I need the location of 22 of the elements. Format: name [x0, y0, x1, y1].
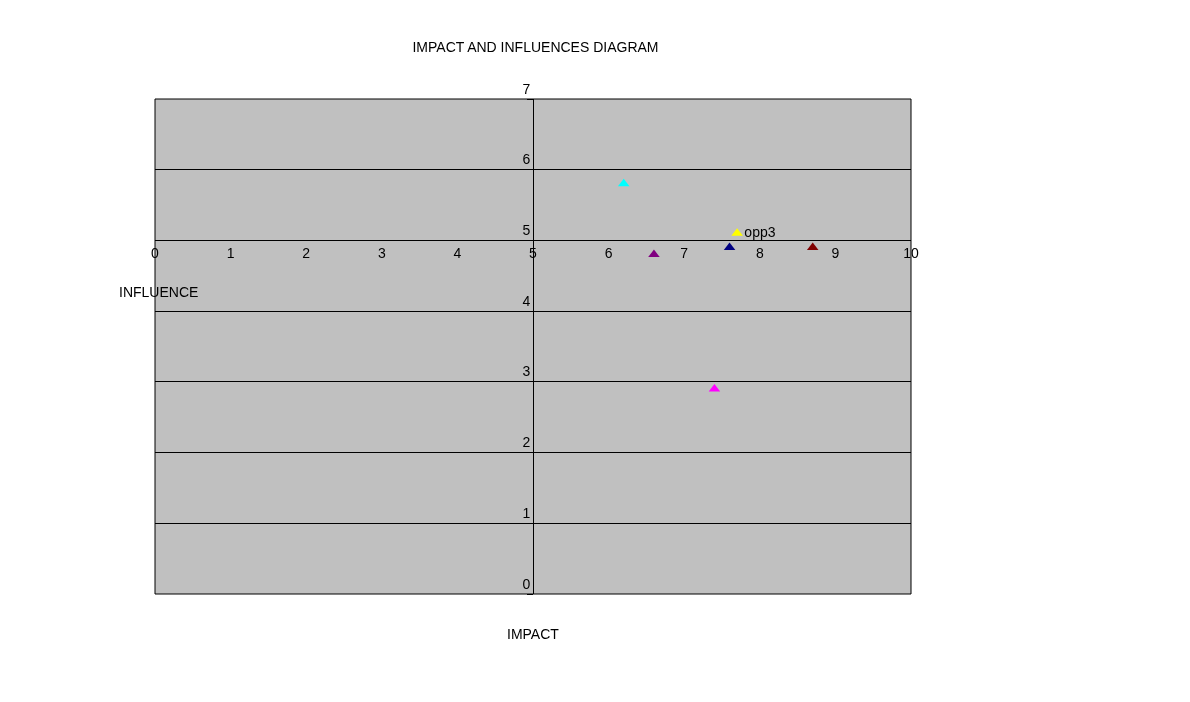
y-tick-label: 6	[522, 151, 531, 168]
y-tick-label: 4	[522, 292, 531, 309]
x-tick-label: 0	[151, 245, 160, 262]
y-tick-label: 7	[522, 80, 531, 97]
x-tick-label: 7	[680, 245, 689, 262]
y-axis-title: INFLUENCE	[119, 284, 199, 300]
series-label: opp3	[744, 223, 776, 240]
chart-title: IMPACT AND INFLUENCES DIAGRAM	[412, 38, 659, 55]
x-tick-label: 2	[302, 245, 311, 262]
y-tick-label: 5	[522, 222, 531, 239]
x-tick-label: 1	[226, 245, 235, 262]
x-tick-label: 10	[903, 245, 919, 262]
x-axis-title: IMPACT	[507, 626, 560, 642]
y-tick-label: 0	[522, 575, 531, 592]
y-tick-label: 2	[522, 434, 531, 451]
x-tick-label: 6	[604, 245, 613, 262]
y-tick-label: 3	[522, 363, 531, 380]
x-tick-label: 3	[377, 245, 386, 262]
x-tick-label: 8	[755, 245, 764, 262]
x-tick-label: 9	[831, 245, 840, 262]
x-tick-label: 4	[453, 245, 462, 262]
y-tick-label: 1	[522, 504, 531, 521]
